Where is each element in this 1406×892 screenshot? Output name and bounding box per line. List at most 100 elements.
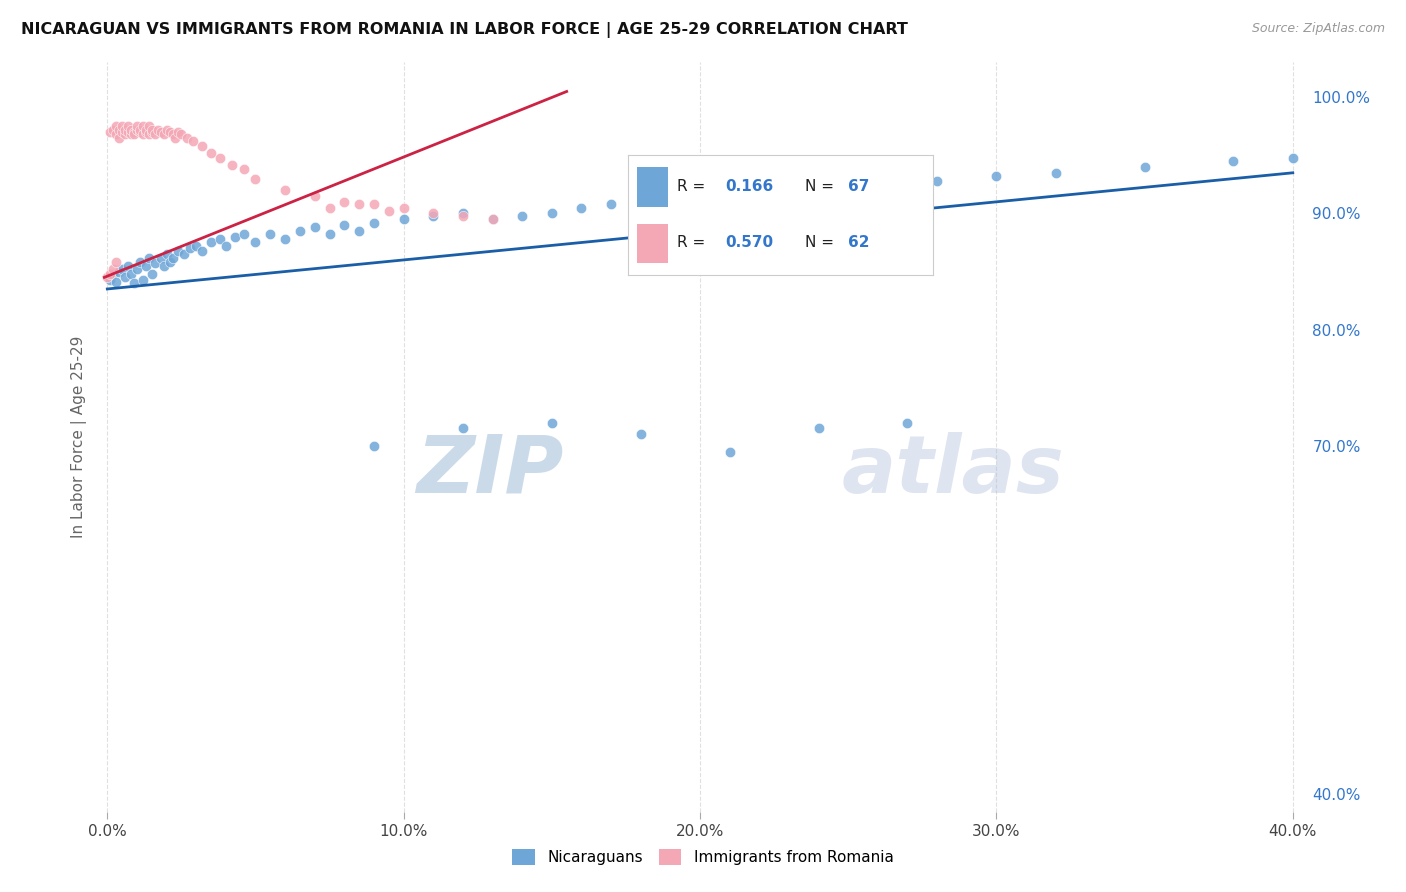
Point: [108, 123, 131, 137]
Point: [122, 125, 145, 139]
Point: [1045, 166, 1067, 180]
Point: [659, 193, 682, 207]
Point: [718, 186, 741, 200]
Point: [125, 123, 148, 137]
Point: [165, 131, 187, 145]
Text: 0.570: 0.570: [725, 235, 773, 250]
Point: [138, 128, 160, 142]
Point: [481, 212, 503, 227]
Point: [1133, 160, 1156, 174]
Point: [132, 273, 155, 287]
Text: ZIP: ZIP: [416, 432, 564, 510]
Point: [152, 128, 174, 142]
Point: [221, 158, 243, 172]
Text: 0.166: 0.166: [725, 179, 773, 194]
Point: [105, 128, 128, 142]
Point: [170, 128, 193, 142]
Point: [122, 128, 145, 142]
Point: [167, 125, 190, 139]
Point: [422, 206, 444, 220]
Point: [392, 201, 415, 215]
Point: [120, 128, 142, 142]
Point: [510, 209, 533, 223]
Point: [986, 169, 1008, 184]
Point: [245, 171, 267, 186]
Point: [1281, 151, 1303, 165]
Point: [111, 125, 134, 139]
Point: [274, 232, 297, 246]
Point: [451, 206, 474, 220]
Point: [274, 183, 297, 197]
Point: [105, 255, 128, 269]
Point: [159, 125, 181, 139]
Point: [167, 244, 190, 258]
Point: [120, 123, 142, 137]
Point: [333, 218, 356, 232]
Point: [135, 123, 157, 137]
Text: atlas: atlas: [842, 432, 1064, 510]
Point: [122, 276, 145, 290]
Point: [125, 120, 148, 134]
Point: [98, 125, 121, 139]
Point: [224, 229, 246, 244]
Point: [481, 212, 503, 227]
Point: [630, 194, 652, 209]
Point: [288, 224, 311, 238]
Legend: Nicaraguans, Immigrants from Romania: Nicaraguans, Immigrants from Romania: [506, 843, 900, 871]
Point: [149, 125, 172, 139]
Point: [141, 267, 163, 281]
Point: [103, 262, 125, 277]
Point: [718, 444, 741, 458]
Point: [138, 120, 160, 134]
Point: [363, 197, 385, 211]
Point: [571, 201, 593, 215]
Point: [600, 197, 623, 211]
Text: R =: R =: [676, 235, 710, 250]
Point: [191, 244, 214, 258]
Point: [378, 204, 401, 219]
Point: [98, 273, 121, 287]
Text: 67: 67: [848, 179, 869, 194]
Point: [105, 120, 128, 134]
Point: [96, 270, 118, 285]
Point: [191, 139, 214, 153]
Point: [114, 123, 136, 137]
Point: [149, 251, 172, 265]
Point: [1222, 154, 1244, 169]
Point: [111, 120, 134, 134]
Point: [837, 178, 859, 192]
Point: [138, 251, 160, 265]
Point: [117, 120, 139, 134]
Point: [143, 256, 166, 270]
Point: [896, 416, 918, 430]
Point: [304, 189, 326, 203]
Point: [540, 416, 562, 430]
Point: [120, 267, 142, 281]
Text: NICARAGUAN VS IMMIGRANTS FROM ROMANIA IN LABOR FORCE | AGE 25-29 CORRELATION CHA: NICARAGUAN VS IMMIGRANTS FROM ROMANIA IN…: [21, 22, 908, 38]
Point: [451, 209, 474, 223]
Point: [135, 259, 157, 273]
Y-axis label: In Labor Force | Age 25-29: In Labor Force | Age 25-29: [72, 336, 87, 538]
Point: [117, 259, 139, 273]
FancyBboxPatch shape: [637, 224, 668, 263]
Point: [129, 255, 152, 269]
Point: [347, 197, 370, 211]
Point: [132, 128, 155, 142]
Point: [304, 220, 326, 235]
Point: [807, 421, 830, 435]
Point: [114, 128, 136, 142]
Point: [363, 439, 385, 453]
Point: [111, 262, 134, 277]
Point: [333, 194, 356, 209]
Point: [108, 264, 131, 278]
Point: [630, 427, 652, 442]
Point: [114, 270, 136, 285]
Point: [208, 151, 231, 165]
Point: [363, 216, 385, 230]
Point: [132, 120, 155, 134]
Point: [141, 123, 163, 137]
Point: [155, 247, 177, 261]
Point: [392, 212, 415, 227]
Point: [129, 123, 152, 137]
Point: [108, 131, 131, 145]
